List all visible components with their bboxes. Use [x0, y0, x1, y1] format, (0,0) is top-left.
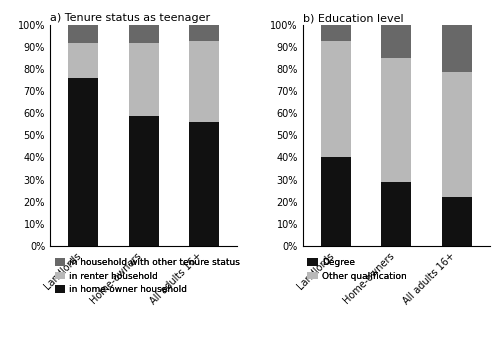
Bar — [189, 25, 219, 41]
Bar — [128, 116, 158, 245]
Bar — [382, 25, 412, 58]
Bar — [442, 71, 472, 197]
Bar — [442, 25, 472, 71]
Bar — [189, 41, 219, 122]
Bar — [442, 197, 472, 245]
Text: a) Tenure status as teenager: a) Tenure status as teenager — [50, 13, 210, 23]
Bar — [321, 41, 351, 157]
Bar — [382, 58, 412, 182]
Bar — [128, 43, 158, 116]
Bar — [68, 43, 98, 78]
Bar — [321, 157, 351, 245]
Bar — [321, 25, 351, 41]
Bar — [189, 122, 219, 245]
Legend: Degree, Other qualification: Degree, Other qualification — [308, 258, 406, 280]
Legend: in household with other tenure status, in renter household, in home-owner househ: in household with other tenure status, i… — [54, 258, 240, 294]
Bar — [68, 25, 98, 43]
Bar — [68, 78, 98, 245]
Bar — [128, 25, 158, 43]
Text: b) Education level: b) Education level — [303, 13, 404, 23]
Bar — [382, 182, 412, 245]
